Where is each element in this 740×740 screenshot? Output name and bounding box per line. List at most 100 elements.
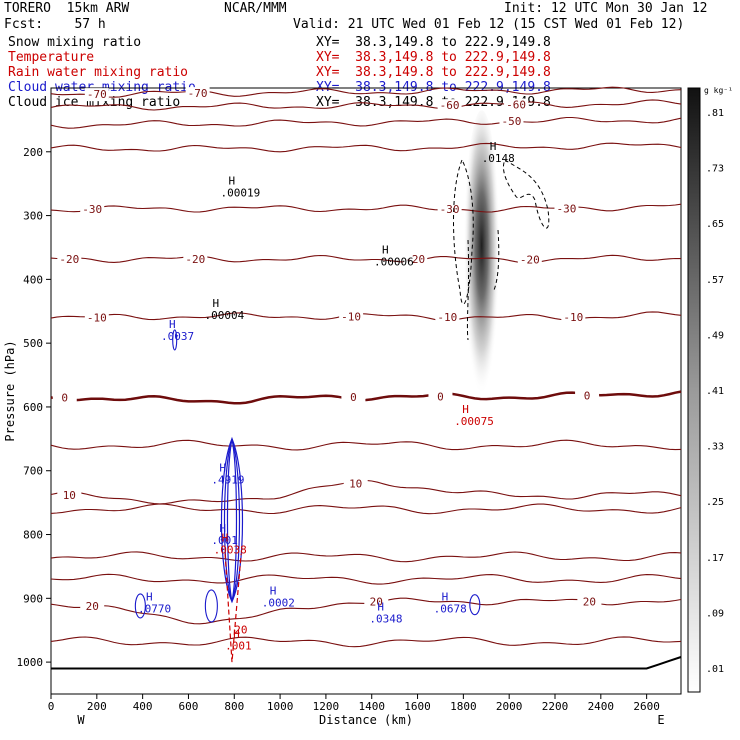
- isotherm: [50, 254, 682, 264]
- isotherm-label-bg: [84, 88, 109, 102]
- cloud-water-contour: [469, 594, 481, 616]
- cloud-ice-contour: [466, 229, 500, 341]
- colorbar: [687, 87, 701, 693]
- isotherm-label-bg: [437, 202, 462, 216]
- x-tick-label: 800: [224, 700, 244, 713]
- isotherm-label: -20: [520, 254, 540, 267]
- cloud-ice-contour: [502, 159, 550, 229]
- max-value-label: .0770: [138, 602, 171, 615]
- field-name: Snow mixing ratio: [8, 35, 142, 50]
- west-label: W: [77, 713, 85, 727]
- max-value-label: .0678: [434, 602, 467, 615]
- x-tick-label: 1200: [313, 700, 340, 713]
- isotherm-label-bg: [339, 310, 364, 324]
- field-xy: XY= 38.3,149.8 to 222.9,149.8: [316, 35, 551, 50]
- isotherm: [50, 503, 682, 515]
- x-tick-label: 1000: [267, 700, 294, 713]
- isotherm-label: -70: [87, 88, 107, 101]
- x-tick-label: 400: [133, 700, 153, 713]
- x-tick-label: 1400: [358, 700, 385, 713]
- isotherm: [50, 439, 682, 451]
- x-tick-label: 1600: [404, 700, 431, 713]
- max-value-label: .00004: [204, 309, 244, 322]
- colorbar-tick-label: .17: [706, 553, 724, 564]
- isotherm-label-bg: [80, 600, 105, 614]
- isotherm-label-bg: [577, 595, 602, 609]
- isotherm-label-bg: [499, 115, 524, 129]
- init-time: Init: 12 UTC Mon 30 Jan 12: [504, 1, 708, 16]
- x-tick-label: 0: [48, 700, 55, 713]
- y-tick-label: 500: [23, 337, 43, 350]
- isotherm-label: 20: [86, 600, 99, 613]
- snow-shading: [463, 110, 500, 411]
- max-marker: H: [219, 461, 226, 474]
- max-value-label: .00019: [221, 186, 261, 199]
- x-tick-label: 200: [87, 700, 107, 713]
- isotherm-label-bg: [341, 390, 366, 404]
- y-tick-label: 1000: [17, 656, 44, 669]
- isotherm-label-bg: [364, 595, 389, 609]
- max-value-label: .0038: [214, 544, 247, 557]
- isotherm-label: -20: [405, 253, 425, 266]
- isotherm-label-bg: [80, 203, 105, 217]
- max-marker: H: [222, 532, 229, 545]
- isotherm-label: -60: [506, 99, 526, 112]
- valid-time: Valid: 21 UTC Wed 01 Feb 12 (15 CST Wed …: [293, 17, 685, 32]
- isotherm-label: 10: [63, 489, 76, 502]
- max-marker: H: [382, 243, 389, 256]
- colorbar-tick-label: .65: [706, 219, 724, 230]
- max-marker: H: [233, 627, 240, 640]
- max-value-label: .4919: [211, 473, 244, 486]
- isotherm-label-bg: [57, 489, 82, 503]
- isotherm-label: 0: [61, 391, 68, 404]
- isotherm: [50, 99, 682, 111]
- x-tick-label: 600: [179, 700, 199, 713]
- cloud-water-contour: [204, 589, 218, 623]
- max-value-label: .001: [225, 639, 252, 652]
- max-marker: H: [270, 585, 277, 598]
- isotherm-label: -60: [440, 99, 460, 112]
- rain-water-contour: [224, 553, 242, 663]
- isotherm-label: -10: [341, 310, 361, 323]
- colorbar-tick-label: .49: [706, 330, 724, 341]
- field-name: Rain water mixing ratio: [8, 65, 189, 80]
- isotherm-label: 0: [437, 391, 444, 404]
- isotherm-label: -70: [188, 87, 208, 100]
- isotherm: [50, 203, 682, 213]
- terrain-line: [51, 656, 682, 670]
- colorbar-tick-label: .01: [706, 664, 724, 675]
- max-value-label: .00006: [374, 255, 414, 268]
- y-axis-label: Pressure (hPa): [3, 340, 17, 441]
- colorbar-tick-label: .41: [706, 386, 724, 397]
- cloud-ice-contour: [453, 158, 474, 305]
- isotherm-label-bg: [504, 98, 529, 112]
- y-tick-label: 900: [23, 592, 43, 605]
- max-value-label: .0002: [262, 597, 295, 610]
- isotherm-label: -30: [440, 203, 460, 216]
- colorbar-tick-label: .33: [706, 442, 724, 453]
- max-marker: H: [442, 590, 449, 603]
- cloud-water-contour: [223, 436, 241, 604]
- max-value-label: .0148: [482, 152, 515, 165]
- max-value-label: .0037: [161, 330, 194, 343]
- isotherm-label-bg: [57, 252, 82, 266]
- y-tick-label: 200: [23, 146, 43, 159]
- y-tick-label: 300: [23, 210, 43, 223]
- isotherm-label-bg: [517, 253, 542, 267]
- isotherm-label: -20: [185, 253, 205, 266]
- isotherm-label: 0: [584, 389, 591, 402]
- colorbar-tick-label: .57: [706, 275, 724, 286]
- x-tick-label: 2000: [496, 700, 523, 713]
- isotherm: [50, 116, 682, 129]
- isotherm-label-bg: [437, 99, 462, 113]
- y-tick-label: 700: [23, 465, 43, 478]
- isotherm-label-bg: [561, 311, 586, 325]
- isotherm-label-bg: [185, 87, 210, 101]
- isotherm-label: -50: [502, 115, 522, 128]
- east-label: E: [657, 713, 664, 727]
- cloud-water-contour: [172, 329, 178, 351]
- isotherm-label: -10: [87, 311, 107, 324]
- model-name: TORERO 15km ARW: [4, 1, 130, 16]
- x-tick-label: 1800: [450, 700, 477, 713]
